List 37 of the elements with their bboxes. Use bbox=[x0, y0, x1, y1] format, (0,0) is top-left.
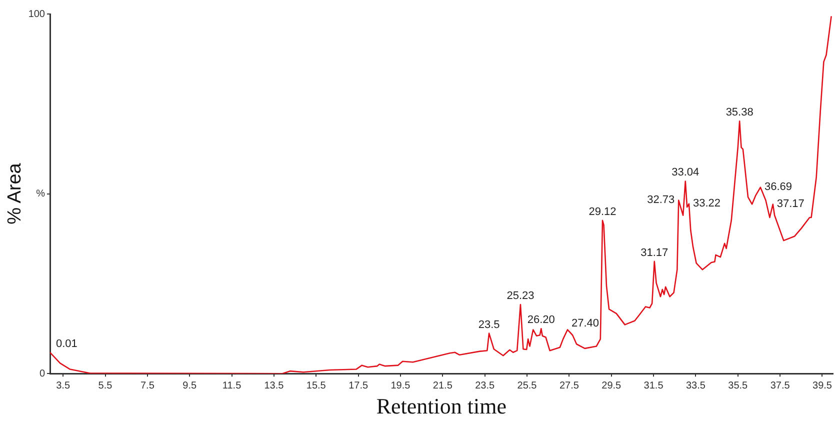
x-tick-label: 33.5 bbox=[686, 380, 706, 392]
annotation: 31.17 bbox=[640, 246, 668, 259]
x-tick-label: 3.5 bbox=[56, 380, 70, 392]
annotation: 32.73 bbox=[647, 194, 675, 206]
x-axis-title: Retention time bbox=[376, 394, 506, 419]
annotation: 25.23 bbox=[506, 290, 534, 302]
x-tick-label: 13.5 bbox=[264, 380, 284, 392]
annotation: 29.12 bbox=[588, 206, 616, 218]
x-tick-label: 35.5 bbox=[728, 380, 748, 392]
x-tick-label: 15.5 bbox=[306, 380, 326, 392]
x-tick-label: 17.5 bbox=[348, 380, 368, 392]
annotation: 0.01 bbox=[56, 338, 78, 350]
x-tick-label: 21.5 bbox=[432, 380, 453, 392]
annotation: 23.5 bbox=[478, 318, 500, 331]
y-axis-title: % Area bbox=[4, 162, 26, 224]
x-tick-label: 19.5 bbox=[390, 380, 411, 392]
annotation: 33.04 bbox=[672, 166, 700, 179]
x-tick-label: 7.5 bbox=[140, 380, 155, 392]
x-tick-label: 39.5 bbox=[812, 380, 832, 392]
x-tick-label: 29.5 bbox=[602, 380, 622, 392]
annotation: 26.20 bbox=[527, 314, 555, 326]
annotation: 33.22 bbox=[692, 197, 720, 210]
x-tick-label: 23.5 bbox=[475, 380, 495, 392]
x-tick-label: 37.5 bbox=[770, 380, 790, 392]
x-tick-label: 11.5 bbox=[222, 380, 242, 392]
y-tick-label: 100 bbox=[28, 8, 46, 20]
annotation: 36.69 bbox=[764, 180, 792, 193]
y-tick-label: % bbox=[36, 188, 46, 200]
x-tick-label: 5.5 bbox=[98, 380, 113, 392]
x-tick-label: 31.5 bbox=[644, 380, 664, 392]
x-tick-label: 25.5 bbox=[517, 380, 538, 392]
annotation: 35.38 bbox=[726, 106, 754, 119]
x-tick-label: 9.5 bbox=[182, 380, 197, 392]
annotation: 37.17 bbox=[776, 198, 804, 210]
y-tick-label: 0 bbox=[39, 368, 46, 380]
x-tick-label: 27.5 bbox=[559, 380, 580, 392]
annotation: 27.40 bbox=[572, 317, 600, 330]
